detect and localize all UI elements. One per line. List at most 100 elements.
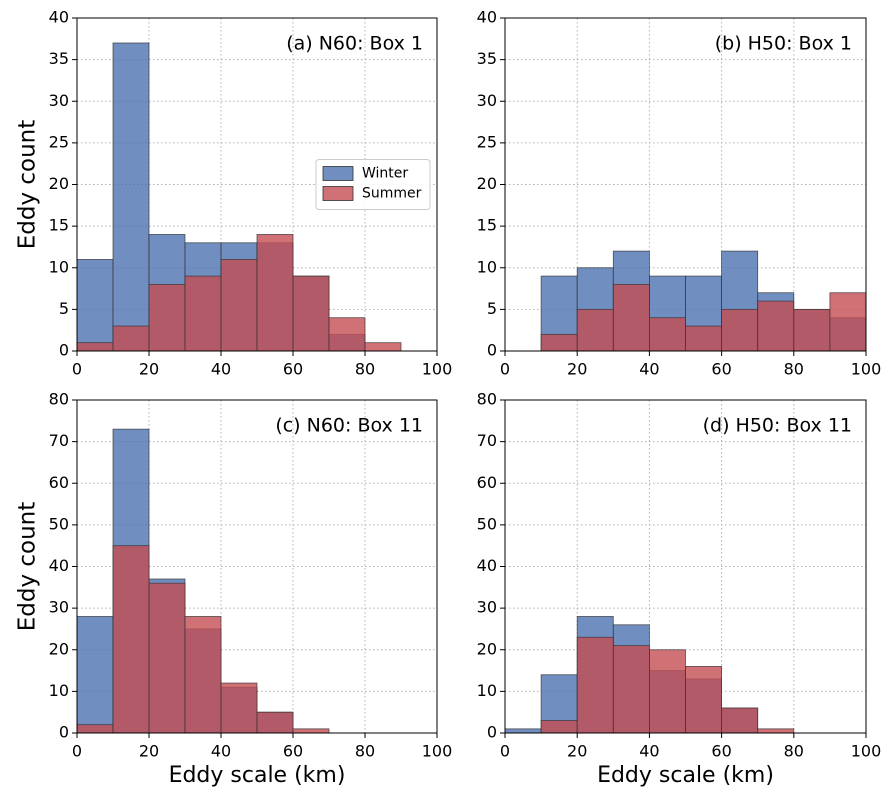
bar	[328, 317, 366, 352]
axes-frame	[504, 399, 867, 734]
y-tick-label: 30	[477, 91, 497, 110]
y-tick-label: 50	[49, 514, 69, 533]
axes-frame	[76, 399, 438, 734]
y-tick-label: 20	[49, 639, 69, 658]
bar	[256, 711, 294, 734]
bar	[292, 275, 330, 352]
legend-swatch	[322, 186, 354, 201]
y-tick-label: 10	[49, 681, 69, 700]
bar	[148, 582, 186, 734]
x-tick-label: 100	[851, 360, 882, 379]
bar	[649, 317, 686, 352]
y-tick-label: 20	[477, 174, 497, 193]
bar	[576, 308, 614, 352]
y-tick-label: 25	[477, 132, 497, 151]
y-tick-label: 40	[477, 8, 497, 27]
bar	[685, 666, 722, 734]
y-tick-label: 5	[487, 299, 497, 318]
bar	[292, 728, 330, 734]
x-tick-label: 60	[283, 742, 303, 761]
bar	[793, 308, 831, 352]
y-tick-label: 20	[49, 174, 69, 193]
legend-swatch	[322, 166, 354, 181]
bar	[220, 682, 258, 734]
x-tick-label: 60	[283, 360, 303, 379]
x-tick-label: 40	[211, 742, 231, 761]
x-tick-label: 20	[567, 360, 587, 379]
bar	[649, 649, 686, 734]
bar	[220, 259, 258, 352]
bar	[112, 42, 150, 352]
bar	[576, 636, 614, 734]
y-axis-label: Eddy count	[15, 502, 41, 632]
y-tick-label: 40	[49, 556, 69, 575]
bar	[76, 259, 114, 352]
x-tick-label: 80	[784, 742, 804, 761]
y-tick-label: 80	[477, 390, 497, 409]
x-tick-label: 40	[211, 360, 231, 379]
y-tick-label: 20	[477, 639, 497, 658]
bar	[184, 616, 222, 734]
y-tick-label: 0	[487, 341, 497, 360]
panel-title: (c) N60: Box 11	[275, 415, 423, 437]
bar	[540, 333, 578, 352]
bar	[112, 545, 150, 734]
x-axis-label: Eddy scale (km)	[169, 763, 346, 788]
y-tick-label: 0	[59, 341, 69, 360]
y-tick-label: 25	[49, 132, 69, 151]
x-tick-label: 60	[711, 360, 731, 379]
y-tick-label: 60	[477, 473, 497, 492]
y-tick-label: 35	[49, 49, 69, 68]
bar	[612, 283, 650, 352]
bar	[721, 707, 759, 734]
x-tick-label: 100	[422, 742, 453, 761]
y-tick-label: 0	[487, 723, 497, 742]
x-tick-label: 100	[851, 742, 882, 761]
bar	[364, 342, 402, 352]
x-tick-label: 80	[355, 742, 375, 761]
y-tick-label: 70	[477, 431, 497, 450]
y-tick-label: 60	[49, 473, 69, 492]
x-axis-label: Eddy scale (km)	[597, 763, 774, 788]
bar	[685, 325, 722, 352]
bar	[256, 234, 294, 352]
bar	[757, 728, 795, 734]
y-tick-label: 50	[477, 514, 497, 533]
y-tick-label: 80	[49, 390, 69, 409]
x-tick-label: 0	[72, 360, 82, 379]
y-axis-label: Eddy count	[15, 120, 41, 250]
x-tick-label: 0	[72, 742, 82, 761]
y-tick-label: 15	[49, 216, 69, 235]
y-tick-label: 10	[49, 257, 69, 276]
x-tick-label: 40	[639, 360, 659, 379]
y-tick-label: 30	[49, 598, 69, 617]
bar	[540, 720, 578, 734]
legend-label: Winter	[362, 166, 408, 182]
bar	[148, 283, 186, 352]
x-tick-label: 60	[711, 742, 731, 761]
y-tick-label: 10	[477, 681, 497, 700]
panel-title: (b) H50: Box 1	[715, 33, 852, 55]
y-tick-label: 10	[477, 257, 497, 276]
x-tick-label: 20	[139, 742, 159, 761]
y-tick-label: 35	[477, 49, 497, 68]
y-tick-label: 40	[49, 8, 69, 27]
legend: Winter Summer	[315, 159, 431, 210]
bar	[76, 724, 114, 734]
x-tick-label: 80	[784, 360, 804, 379]
bar	[612, 645, 650, 734]
y-tick-label: 5	[59, 299, 69, 318]
bar	[829, 292, 867, 352]
bar	[112, 325, 150, 352]
axes-frame	[504, 17, 867, 352]
panel-title: (a) N60: Box 1	[286, 33, 423, 55]
y-tick-label: 30	[477, 598, 497, 617]
x-tick-label: 0	[500, 742, 510, 761]
bar	[504, 728, 542, 734]
x-tick-label: 40	[639, 742, 659, 761]
bar	[721, 308, 759, 352]
x-tick-label: 20	[139, 360, 159, 379]
y-tick-label: 15	[477, 216, 497, 235]
legend-label: Summer	[362, 186, 422, 202]
